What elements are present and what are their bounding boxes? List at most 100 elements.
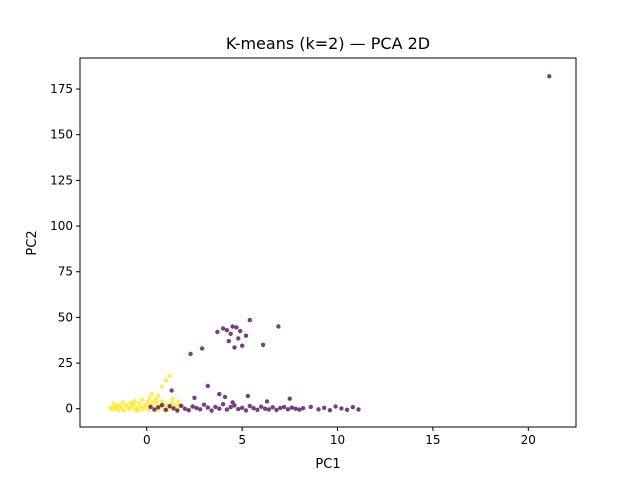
cluster-1-point	[194, 405, 199, 411]
cluster-1-point	[297, 407, 302, 412]
cluster-0-point	[163, 402, 168, 407]
cluster-1-point	[247, 317, 252, 323]
cluster-1-point	[240, 405, 245, 410]
cluster-0-point	[139, 397, 145, 402]
points-layer	[108, 74, 552, 413]
cluster-1-point	[247, 403, 252, 409]
cluster-1-point	[167, 404, 172, 409]
cluster-1-point	[230, 324, 235, 329]
cluster-1-point	[228, 404, 233, 410]
x-tick-label: 20	[521, 433, 536, 447]
x-tick-label: 5	[238, 433, 246, 447]
cluster-1-point	[232, 345, 237, 350]
cluster-1-point	[281, 404, 287, 410]
cluster-0-point	[120, 400, 126, 405]
cluster-1-point	[175, 408, 180, 413]
cluster-0-point	[169, 400, 174, 406]
cluster-1-point	[276, 324, 281, 329]
cluster-1-point	[236, 336, 241, 341]
cluster-1-point	[205, 383, 210, 389]
cluster-1-point	[217, 406, 222, 411]
cluster-0-point	[136, 408, 141, 413]
cluster-1-point	[224, 328, 230, 333]
cluster-1-point	[240, 343, 245, 348]
cluster-0-point	[145, 399, 150, 404]
cluster-1-point	[228, 331, 233, 336]
cluster-1-point	[222, 394, 228, 400]
cluster-1-point	[243, 408, 249, 413]
cluster-1-point	[260, 342, 266, 347]
cluster-1-point	[243, 333, 249, 338]
cluster-0-point	[121, 408, 127, 413]
chart-title: K-means (k=2) — PCA 2D	[226, 34, 430, 53]
cluster-1-point	[236, 406, 241, 412]
cluster-1-point	[301, 406, 306, 411]
cluster-1-point	[547, 74, 552, 79]
y-tick-label: 0	[65, 402, 73, 416]
cluster-1-point	[293, 406, 298, 411]
y-tick-label: 25	[58, 356, 73, 370]
y-tick-label: 50	[58, 310, 73, 324]
cluster-1-point	[333, 404, 338, 409]
cluster-1-point	[163, 407, 168, 412]
cluster-1-point	[201, 402, 207, 407]
cluster-1-point	[322, 405, 327, 410]
y-tick-label: 175	[50, 82, 73, 96]
cluster-1-point	[262, 406, 268, 411]
cluster-1-point	[213, 404, 218, 410]
cluster-1-point	[205, 405, 210, 410]
cluster-1-point	[287, 396, 292, 401]
cluster-1-point	[198, 407, 203, 412]
cluster-1-point	[192, 395, 197, 400]
cluster-0-point	[163, 378, 168, 383]
cluster-0-point	[159, 399, 165, 404]
cluster-1-point	[251, 406, 256, 411]
cluster-0-point	[155, 398, 160, 403]
plot-area-frame	[79, 57, 577, 428]
cluster-1-point	[178, 403, 184, 408]
cluster-1-point	[356, 407, 361, 412]
cluster-1-point	[215, 329, 220, 335]
cluster-1-point	[226, 338, 231, 344]
y-tick-label: 125	[50, 173, 73, 187]
y-axis: 0 25 50 75 100 125 150 175	[50, 82, 80, 416]
cluster-0-point	[170, 396, 175, 401]
cluster-1-point	[148, 404, 153, 410]
y-tick-label: 100	[50, 219, 73, 233]
cluster-1-point	[289, 405, 294, 410]
cluster-1-point	[220, 326, 226, 331]
cluster-1-point	[274, 407, 279, 413]
cluster-1-point	[199, 346, 205, 351]
cluster-1-point	[270, 405, 275, 410]
x-axis-label: PC1	[315, 457, 340, 472]
cluster-1-point	[266, 407, 272, 412]
cluster-0-point	[128, 400, 133, 406]
cluster-1-point	[344, 407, 350, 412]
cluster-0-point	[167, 373, 172, 379]
cluster-1-point	[339, 406, 344, 411]
cluster-1-point	[234, 325, 239, 330]
cluster-1-point	[220, 402, 226, 407]
cluster-1-point	[171, 406, 176, 411]
cluster-0-point	[150, 400, 155, 405]
cluster-1-point	[327, 408, 333, 413]
cluster-1-point	[224, 407, 230, 412]
cluster-1-point	[190, 404, 195, 409]
y-axis-label: PC2	[25, 230, 40, 255]
cluster-0-point	[116, 408, 121, 413]
cluster-1-point	[188, 351, 193, 357]
cluster-1-point	[285, 407, 291, 412]
x-tick-label: 10	[330, 433, 345, 447]
cluster-0-point	[146, 408, 151, 413]
cluster-1-point	[159, 402, 165, 408]
cluster-0-point	[159, 384, 165, 389]
cluster-0-point	[176, 399, 181, 404]
cluster-1-point	[182, 406, 188, 411]
cluster-0-point	[111, 401, 116, 406]
y-tick-label: 150	[50, 128, 73, 142]
cluster-0-point	[154, 401, 159, 406]
cluster-0-point	[173, 402, 178, 408]
cluster-1-point	[308, 404, 313, 410]
